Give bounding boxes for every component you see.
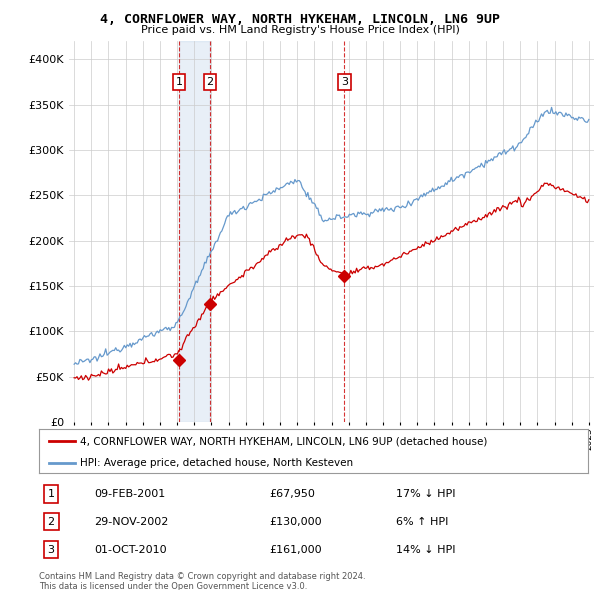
Text: £130,000: £130,000	[269, 517, 322, 526]
Text: 4, CORNFLOWER WAY, NORTH HYKEHAM, LINCOLN, LN6 9UP (detached house): 4, CORNFLOWER WAY, NORTH HYKEHAM, LINCOL…	[80, 437, 488, 446]
Bar	[179, 41, 210, 422]
Text: £161,000: £161,000	[269, 545, 322, 555]
Text: Contains HM Land Registry data © Crown copyright and database right 2024.: Contains HM Land Registry data © Crown c…	[39, 572, 365, 581]
Text: HPI: Average price, detached house, North Kesteven: HPI: Average price, detached house, Nort…	[80, 458, 353, 468]
Text: 01-OCT-2010: 01-OCT-2010	[94, 545, 167, 555]
Text: 4, CORNFLOWER WAY, NORTH HYKEHAM, LINCOLN, LN6 9UP: 4, CORNFLOWER WAY, NORTH HYKEHAM, LINCOL…	[100, 13, 500, 26]
Text: 6% ↑ HPI: 6% ↑ HPI	[396, 517, 448, 526]
Text: 3: 3	[47, 545, 55, 555]
Text: 2: 2	[206, 77, 214, 87]
Text: 3: 3	[341, 77, 348, 87]
Text: 17% ↓ HPI: 17% ↓ HPI	[396, 489, 455, 499]
Text: £67,950: £67,950	[269, 489, 316, 499]
Text: 2: 2	[47, 517, 55, 526]
Text: 14% ↓ HPI: 14% ↓ HPI	[396, 545, 455, 555]
Text: 1: 1	[47, 489, 55, 499]
Text: 1: 1	[175, 77, 182, 87]
Text: This data is licensed under the Open Government Licence v3.0.: This data is licensed under the Open Gov…	[39, 582, 307, 590]
Text: 29-NOV-2002: 29-NOV-2002	[94, 517, 168, 526]
Text: Price paid vs. HM Land Registry's House Price Index (HPI): Price paid vs. HM Land Registry's House …	[140, 25, 460, 35]
Text: 09-FEB-2001: 09-FEB-2001	[94, 489, 165, 499]
